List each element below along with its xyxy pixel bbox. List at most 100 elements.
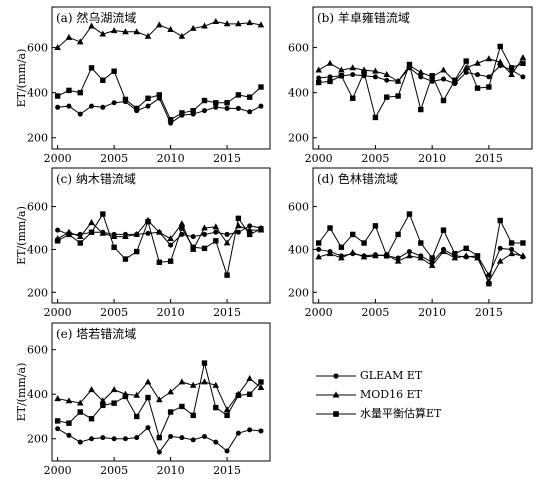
data-point	[258, 84, 264, 90]
data-point	[223, 20, 231, 27]
data-point	[440, 76, 446, 82]
data-point	[201, 434, 207, 440]
series-square	[315, 211, 526, 287]
data-point	[475, 72, 481, 78]
data-point	[520, 74, 526, 80]
legend-swatch-circle	[316, 373, 356, 379]
panel-title: (b) 羊卓雍错流域	[317, 10, 410, 25]
data-point	[235, 392, 242, 399]
data-point	[99, 30, 107, 37]
data-point	[372, 74, 378, 80]
data-point	[223, 406, 231, 413]
legend-label-gleam: GLEAM ET	[360, 369, 423, 382]
data-point	[350, 72, 356, 78]
data-point	[88, 65, 95, 71]
series-circle	[55, 95, 264, 126]
data-point	[463, 58, 469, 64]
data-point	[156, 228, 163, 235]
data-point	[395, 231, 401, 238]
series-square	[54, 360, 264, 441]
data-point	[122, 96, 129, 103]
data-point	[110, 386, 118, 393]
data-point	[189, 381, 197, 388]
data-point	[156, 21, 163, 28]
data-point	[496, 58, 504, 65]
data-point	[77, 111, 83, 117]
data-point	[201, 378, 208, 385]
y-tick-label: 200	[27, 433, 48, 446]
series-triangle	[54, 375, 265, 413]
legend-label-mod16: MOD16 ET	[360, 388, 422, 401]
data-point	[224, 231, 230, 237]
data-point	[100, 435, 106, 441]
data-point	[383, 71, 391, 78]
data-point	[100, 211, 106, 217]
data-point	[429, 255, 435, 261]
data-point	[201, 22, 208, 29]
data-point	[144, 32, 152, 39]
y-tick-label: 400	[27, 388, 48, 401]
data-point	[89, 103, 95, 109]
data-point	[54, 93, 61, 99]
data-point	[440, 66, 447, 73]
data-point	[406, 249, 412, 255]
data-point	[315, 79, 322, 86]
data-point	[224, 272, 230, 278]
data-point	[178, 220, 186, 227]
data-point	[508, 71, 515, 78]
x-tick-label: 2010	[418, 306, 446, 319]
data-point	[384, 253, 390, 259]
data-point	[462, 64, 470, 71]
y-axis-label: ET/(mm/a)	[15, 206, 28, 265]
chart-panel-c: 200 400 600 2000 2005 2010 2015 (c) 纳木错流域 ET/(mm…	[15, 167, 271, 319]
data-point	[246, 226, 253, 233]
data-point	[235, 430, 241, 436]
data-point	[65, 397, 73, 404]
y-tick-label: 400	[27, 243, 48, 256]
y-tick-label: 600	[27, 344, 48, 357]
data-point	[384, 94, 390, 100]
data-point	[316, 75, 322, 81]
data-point	[156, 396, 163, 403]
data-point	[55, 227, 61, 233]
data-point	[77, 409, 83, 415]
data-point	[496, 257, 504, 264]
data-point	[486, 74, 492, 80]
legend-label-waterbalance: 水量平衡估算ET	[360, 407, 442, 420]
data-point	[224, 105, 230, 111]
data-point	[326, 59, 334, 66]
data-point	[372, 252, 379, 259]
y-tick-label: 400	[288, 243, 309, 256]
data-point	[144, 378, 152, 385]
data-point	[134, 105, 140, 112]
x-tick-label: 2000	[305, 152, 333, 165]
data-point	[213, 439, 219, 445]
data-point	[179, 403, 185, 410]
data-point	[485, 55, 493, 62]
y-tick-label: 200	[288, 286, 309, 299]
data-point	[406, 211, 413, 217]
data-point	[486, 84, 492, 90]
data-point	[111, 68, 117, 74]
data-point	[349, 249, 357, 256]
data-point	[76, 399, 84, 406]
data-point	[178, 378, 186, 385]
x-tick-label: 2010	[418, 152, 446, 165]
y-tick-label: 200	[288, 132, 309, 145]
data-point	[54, 395, 61, 402]
data-point	[440, 227, 447, 233]
panel-title: (e) 塔若错流域	[56, 327, 136, 341]
series-circle	[55, 425, 264, 455]
data-point	[65, 33, 73, 40]
data-point	[111, 100, 117, 106]
data-point	[247, 223, 253, 229]
data-point	[451, 254, 459, 261]
data-point	[167, 235, 174, 242]
y-tick-label: 600	[27, 42, 48, 55]
data-point	[235, 222, 242, 229]
data-point	[179, 435, 185, 441]
data-point	[190, 437, 196, 443]
data-point	[429, 73, 435, 79]
data-point	[55, 426, 61, 432]
